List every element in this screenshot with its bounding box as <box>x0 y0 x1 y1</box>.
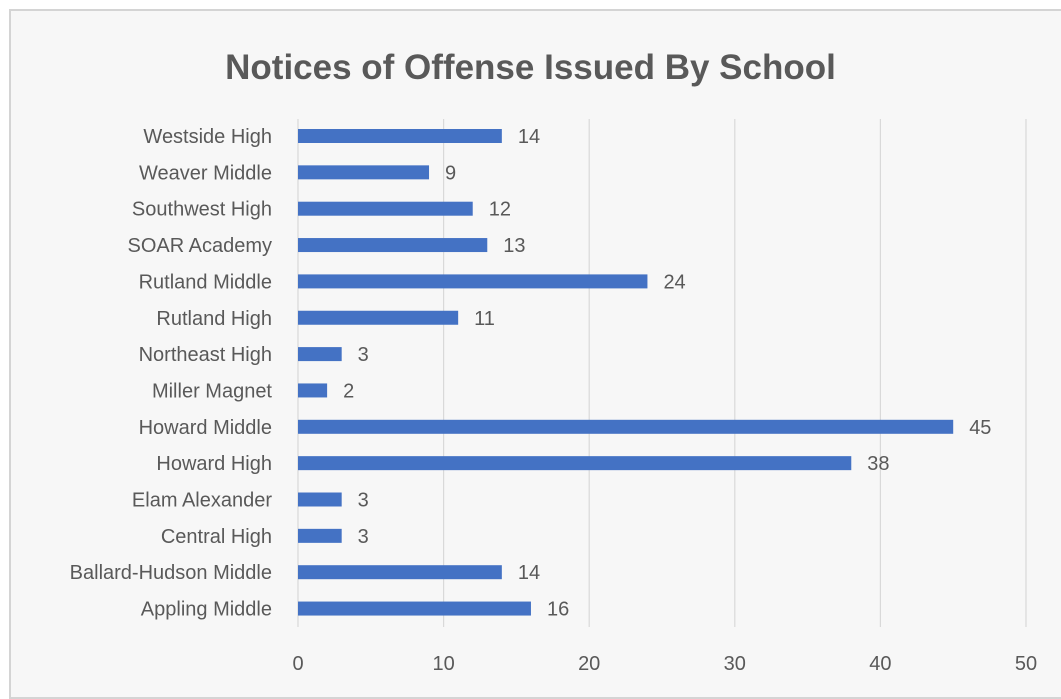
x-tick-label: 30 <box>724 653 746 675</box>
data-label: 13 <box>503 235 525 257</box>
bar-central-high <box>298 528 342 543</box>
x-tick-label: 0 <box>292 653 303 675</box>
x-tick-label: 20 <box>578 653 600 675</box>
category-label: Rutland High <box>156 308 272 330</box>
chart-frame <box>9 9 1061 699</box>
data-label: 14 <box>518 126 540 148</box>
bar-rutland-high <box>298 310 459 325</box>
category-label: Weaver Middle <box>139 162 272 184</box>
category-label: Howard High <box>156 453 272 475</box>
category-label: Rutland Middle <box>139 271 272 293</box>
data-label: 3 <box>358 344 369 366</box>
category-label: Northeast High <box>139 344 272 366</box>
chart-title: Notices of Offense Issued By School <box>225 48 836 87</box>
data-label: 24 <box>663 271 685 293</box>
category-label: SOAR Academy <box>127 235 272 257</box>
bar-howard-middle <box>298 419 954 434</box>
category-label: Southwest High <box>132 199 272 221</box>
category-label: Miller Magnet <box>152 380 272 402</box>
gridlines <box>297 119 1027 627</box>
bar-ballard-hudson-middle <box>298 565 502 580</box>
data-label: 16 <box>547 599 569 621</box>
x-tick-label: 40 <box>869 653 891 675</box>
data-label: 12 <box>489 199 511 221</box>
category-label: Central High <box>161 526 272 548</box>
category-label: Ballard-Hudson Middle <box>70 562 272 584</box>
data-label: 14 <box>518 562 540 584</box>
data-label: 3 <box>358 490 369 512</box>
category-label: Howard Middle <box>139 417 272 439</box>
bar-elam-alexander <box>298 492 342 507</box>
x-tick-label: 10 <box>432 653 454 675</box>
data-label: 2 <box>343 380 354 402</box>
data-label: 45 <box>969 417 991 439</box>
labels: 0 10 20 30 40 50 Westside High 14 Weaver Middle 9… <box>70 126 1037 675</box>
category-label: Appling Middle <box>141 599 272 621</box>
bar-southwest-high <box>298 201 473 216</box>
data-label: 38 <box>867 453 889 475</box>
data-label: 3 <box>358 526 369 548</box>
category-label: Elam Alexander <box>132 490 272 512</box>
bar-northeast-high <box>298 347 342 362</box>
bar-miller-magnet <box>298 383 328 398</box>
data-label: 11 <box>474 308 495 330</box>
category-label: Westside High <box>143 126 272 148</box>
x-tick-label: 50 <box>1015 653 1037 675</box>
bar-westside-high <box>298 129 502 143</box>
bar-weaver-middle <box>298 165 430 180</box>
bar-soar-academy <box>298 238 488 253</box>
data-label: 9 <box>445 162 456 184</box>
bars <box>298 129 954 616</box>
bar-appling-middle <box>298 601 531 616</box>
bar-howard-high <box>298 456 852 471</box>
bar-rutland-middle <box>298 274 648 289</box>
